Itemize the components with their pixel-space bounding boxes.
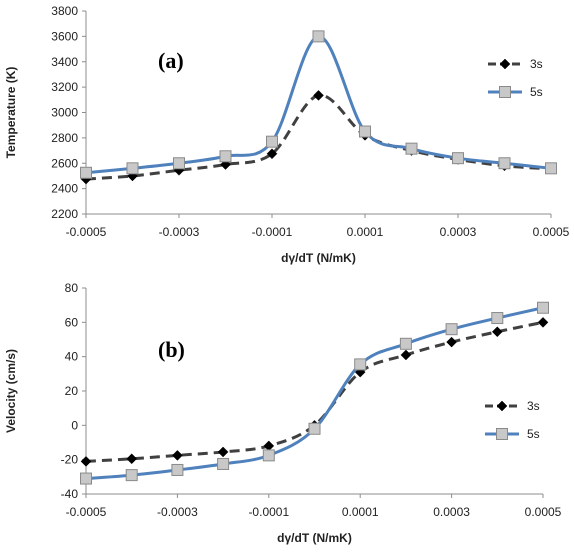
data-point-3s (313, 90, 324, 101)
data-point-5s (452, 152, 464, 165)
legend-label-5s: 5s (527, 427, 540, 441)
data-point-5s (312, 30, 325, 43)
series-line-3s (85, 320, 544, 463)
data-point-3s (491, 326, 503, 338)
x-tick-label: -0.0001 (252, 225, 293, 239)
x-tick-label: 0.0003 (433, 505, 470, 519)
series-line-5s (85, 34, 552, 175)
data-point-5s (125, 469, 138, 482)
x-tick-label: 0.0001 (347, 225, 384, 239)
data-point-5s (537, 301, 549, 314)
series-3s (80, 316, 549, 467)
data-point-3s (537, 316, 549, 328)
x-tick-label: -0.0005 (66, 505, 107, 519)
chart-panel-b: -40 -20 0 20 40 60 80 -0.0005 -0.0003 -0.0001 0.00… (4, 281, 562, 545)
data-point-3s (217, 446, 229, 458)
x-tick-label: -0.0005 (66, 225, 107, 239)
data-point-5s (173, 157, 185, 170)
panel-label: (b) (158, 337, 185, 362)
y-tick-label: 0 (71, 418, 78, 432)
x-axis-title: dγ/dT (N/mK) (277, 531, 352, 545)
legend-marker-5s (496, 428, 508, 440)
x-tick-label: -0.0001 (248, 505, 289, 519)
y-tick-label: 80 (65, 281, 79, 295)
y-axis-title: Velocity (cm/s) (4, 349, 18, 433)
data-point-5s (498, 157, 511, 170)
y-tick-label: -20 (61, 453, 79, 467)
y-tick-label: 2600 (51, 156, 78, 170)
series-5s (80, 301, 549, 485)
data-point-3s (172, 450, 183, 461)
y-tick-label: 2400 (51, 182, 78, 196)
series-5s (80, 30, 557, 179)
legend-label-5s: 5s (530, 85, 543, 99)
data-point-5s (80, 166, 92, 179)
data-point-5s (171, 463, 184, 476)
legend-label-3s: 3s (527, 399, 540, 413)
data-point-3s (266, 148, 278, 160)
data-point-5s (491, 312, 504, 325)
x-axis-title: dγ/dT (N/mK) (281, 251, 356, 265)
y-tick-label: 3200 (51, 80, 78, 94)
data-point-5s (126, 162, 139, 175)
x-tick-label: 0.0001 (342, 505, 379, 519)
legend-item-3s: 3s (485, 399, 540, 413)
data-point-3s (400, 349, 412, 361)
series-line-5s (85, 306, 544, 481)
data-point-5s (545, 162, 557, 175)
data-point-3s (446, 336, 457, 348)
data-point-3s (80, 456, 92, 467)
series-3s (80, 90, 557, 185)
legend-marker-5s (499, 86, 511, 98)
legend-label-3s: 3s (530, 57, 543, 71)
data-point-5s (266, 135, 278, 148)
y-tick-label: 3600 (51, 29, 78, 43)
data-point-5s (359, 125, 371, 138)
x-tick-label: -0.0003 (159, 225, 200, 239)
x-tick-label: 0.0003 (440, 225, 477, 239)
data-point-5s (219, 150, 232, 163)
y-tick-label: 3400 (51, 55, 78, 69)
y-tick-label: 2800 (51, 131, 78, 145)
chart-panel-a: 2200 2400 2600 2800 3000 3200 3400 3600 3800 -0.0… (4, 4, 570, 265)
y-axis-title: Temperature (K) (4, 67, 18, 159)
x-tick-label: 0.0005 (533, 225, 570, 239)
y-tick-label: 3800 (51, 4, 78, 18)
y-tick-label: 20 (65, 384, 79, 398)
legend-marker-3s (499, 58, 511, 70)
data-point-5s (80, 472, 92, 485)
y-tick-label: 2200 (51, 207, 78, 221)
data-point-5s (262, 449, 275, 462)
data-point-3s (126, 453, 138, 465)
data-point-5s (217, 457, 230, 470)
x-tick-label: -0.0003 (157, 505, 198, 519)
y-tick-label: 3000 (51, 106, 78, 120)
data-point-5s (308, 422, 321, 435)
y-tick-label: 60 (65, 315, 79, 329)
legend-item-5s: 5s (485, 427, 540, 441)
data-point-5s (405, 142, 418, 155)
data-point-5s (445, 323, 458, 336)
y-tick-label: -40 (61, 487, 79, 501)
legend-item-5s: 5s (488, 85, 543, 99)
y-tick-label: 40 (65, 350, 79, 364)
x-tick-label: 0.0005 (525, 505, 562, 519)
panel-label: (a) (158, 48, 184, 73)
legend-marker-3s (496, 400, 508, 412)
legend-item-3s: 3s (488, 57, 543, 71)
data-point-5s (399, 337, 412, 350)
data-point-5s (354, 358, 367, 371)
